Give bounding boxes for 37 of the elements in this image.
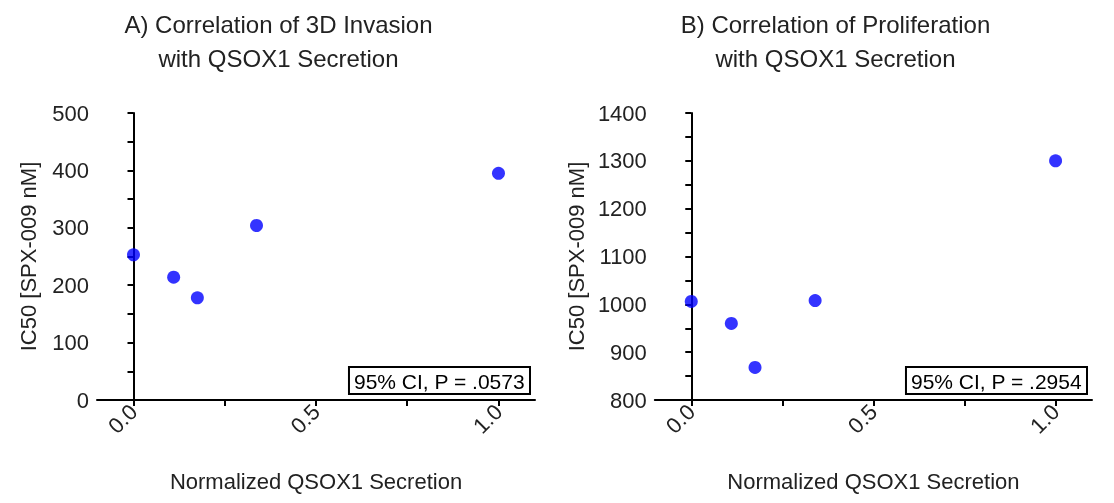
y-tick-label: 0 [76, 387, 89, 413]
y-tick-label: 800 [610, 387, 647, 413]
y-tick-label: 300 [52, 215, 89, 241]
point [1049, 154, 1063, 168]
y-tick-label: 100 [52, 330, 89, 356]
point [724, 316, 738, 330]
point [167, 270, 181, 284]
y-tick-label: 500 [52, 100, 89, 126]
point [492, 166, 505, 180]
annotation: 95% CI, P = .0573 [353, 370, 525, 393]
y-tick-label: 1400 [597, 100, 647, 126]
y-tick-label: 1200 [597, 196, 647, 222]
y-tick-label: 400 [52, 157, 89, 183]
y-tick-label: 1100 [599, 244, 647, 269]
point [748, 360, 762, 374]
annotation: 95% CI, P = .2954 [910, 370, 1082, 393]
x-axis-title: Normalized QSOX1 Secretion [727, 468, 1020, 494]
x-tick-label: 0.0 [660, 399, 701, 439]
x-tick-label: 0.5 [285, 399, 325, 439]
point [127, 248, 140, 262]
chart-title: B) Correlation of Proliferation with QSOX1 Secretion [680, 10, 991, 72]
y-tick-label: 1000 [597, 291, 647, 317]
x-axis-title: Normalized QSOX1 Secretion [169, 468, 463, 494]
x-tick-label: 1.0 [1025, 399, 1065, 439]
y-axis-title: IC50 [SPX-009 nM] [563, 161, 589, 352]
x-tick-label: 1.0 [468, 399, 508, 439]
point [808, 294, 822, 307]
point [250, 219, 264, 232]
point [684, 294, 698, 308]
y-tick-label: 900 [610, 339, 647, 365]
chart-title: A) Correlation of 3D Invasion with QSOX1 Secretion [124, 10, 433, 72]
x-tick-label: 0.0 [103, 399, 143, 439]
y-tick-label: 1300 [597, 148, 647, 174]
y-axis-title: IC50 [SPX-009 nM] [15, 161, 41, 352]
y-tick-label: 200 [52, 272, 89, 298]
x-tick-label: 0.5 [842, 399, 883, 439]
point [190, 291, 204, 305]
